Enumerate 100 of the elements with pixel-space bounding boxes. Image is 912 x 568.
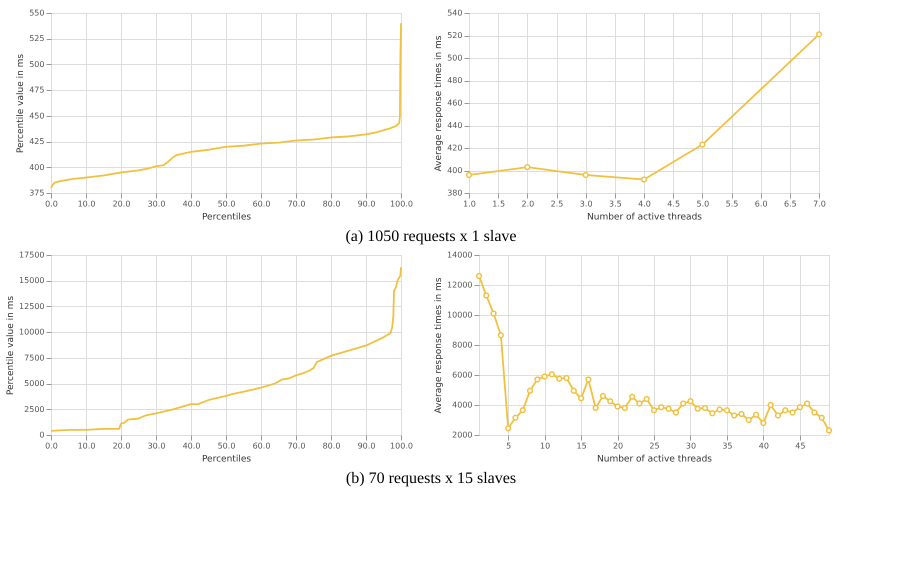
point	[563, 374, 570, 382]
y-axis-title: Average response times in ms	[434, 35, 444, 172]
point	[585, 376, 592, 383]
x-tick-label: 40.0	[182, 200, 200, 208]
point	[699, 142, 706, 148]
x-axis-title: Percentiles	[202, 212, 252, 222]
point	[524, 164, 530, 170]
y-tick-label: 500	[447, 54, 462, 62]
point	[498, 332, 504, 338]
point	[760, 420, 766, 426]
y-tick-label: 10000	[19, 328, 44, 337]
x-tick-label: 10.0	[78, 200, 96, 208]
x-tick-label: 80.0	[322, 442, 340, 450]
x-axis-title: Number of active threads	[597, 454, 712, 464]
x-tick-label: 30.0	[148, 442, 166, 450]
y-axis-title: Percentile value in ms	[6, 296, 16, 396]
x-tick-label: 100.0	[390, 442, 413, 450]
y-tick-label: 0	[39, 430, 44, 440]
y-tick-label: 480	[447, 76, 462, 85]
x-tick-label: 4.0	[638, 200, 651, 208]
point	[607, 398, 614, 404]
point	[738, 410, 745, 418]
point	[811, 409, 818, 416]
x-tick-label: 90.0	[358, 200, 376, 208]
x-tick-label: 0.0	[45, 200, 58, 208]
x-tick-label: 10	[540, 442, 550, 450]
x-tick-label: 60.0	[252, 442, 270, 450]
y-axis-title: Average response times in ms	[434, 277, 444, 414]
point	[782, 407, 788, 414]
point	[526, 388, 534, 394]
point	[640, 176, 648, 183]
y-tick-label: 500	[29, 60, 44, 69]
x-tick-label: 10.0	[78, 442, 96, 450]
x-tick-label: 25	[649, 442, 660, 450]
y-tick-label: 17500	[19, 250, 44, 260]
x-tick-label: 3.0	[580, 200, 593, 208]
point	[578, 395, 584, 402]
x-tick-label: 4.5	[667, 200, 680, 208]
y-tick-label: 5000	[24, 379, 44, 388]
point	[804, 400, 810, 407]
point	[816, 31, 822, 38]
y-tick-label: 8000	[452, 340, 472, 350]
y-tick-label: 520	[447, 31, 462, 40]
point	[826, 427, 832, 434]
y-tick-label: 2000	[452, 430, 472, 440]
point	[746, 416, 752, 424]
y-tick-label: 12000	[447, 280, 472, 290]
y-tick-label: 460	[447, 98, 462, 108]
y-tick-label: 380	[447, 188, 462, 198]
x-tick-label: 50.0	[218, 200, 236, 208]
x-tick-label: 100.0	[390, 200, 413, 208]
y-tick-label: 2500	[24, 404, 44, 414]
point	[768, 402, 774, 408]
y-tick-label: 425	[29, 137, 44, 146]
point	[687, 398, 694, 404]
point	[796, 404, 803, 410]
point	[665, 406, 672, 412]
point	[534, 376, 540, 383]
x-tick-label: 40	[758, 442, 769, 450]
y-tick-label: 7500	[24, 353, 44, 362]
point	[694, 406, 701, 412]
point	[476, 272, 482, 280]
x-tick-label: 1.0	[463, 200, 476, 208]
point	[614, 403, 621, 410]
point	[818, 414, 825, 421]
x-tick-label: 40.0	[182, 442, 200, 450]
point	[548, 371, 556, 378]
point	[582, 172, 589, 178]
point	[512, 414, 519, 421]
point	[658, 404, 664, 410]
y-tick-label: 12500	[19, 302, 44, 311]
point	[709, 410, 716, 416]
y-tick-label: 540	[447, 8, 462, 18]
y-tick-label: 420	[447, 144, 462, 152]
point	[752, 412, 760, 418]
point	[789, 409, 796, 416]
y-tick-label: 400	[29, 162, 44, 172]
y-tick-label: 4000	[452, 400, 472, 410]
x-tick-label: 20	[612, 442, 624, 450]
point	[716, 406, 723, 413]
x-tick-label: 15	[576, 442, 587, 450]
point	[774, 412, 782, 419]
x-tick-label: 70.0	[288, 442, 306, 450]
y-tick-label: 14000	[447, 250, 472, 260]
x-tick-label: 2.5	[550, 200, 564, 208]
x-tick-label: 50.0	[218, 442, 236, 450]
point	[629, 394, 636, 400]
x-tick-label: 3.5	[608, 200, 622, 208]
text: (b) 70 requests x 15 slaves	[346, 470, 516, 487]
x-tick-label: 0.0	[45, 442, 58, 450]
x-tick-label: 5.5	[726, 200, 738, 208]
x-tick-label: 90.0	[358, 442, 376, 450]
x-tick-label: 35	[722, 442, 733, 450]
text: (a) 1050 requests x 1 slave	[345, 228, 517, 245]
point	[520, 407, 526, 414]
point	[600, 392, 606, 400]
y-tick-label: 375	[29, 188, 44, 198]
point	[724, 407, 730, 414]
x-axis-title: Number of active threads	[587, 212, 702, 222]
y-axis-title: Percentile value in ms	[16, 54, 26, 154]
